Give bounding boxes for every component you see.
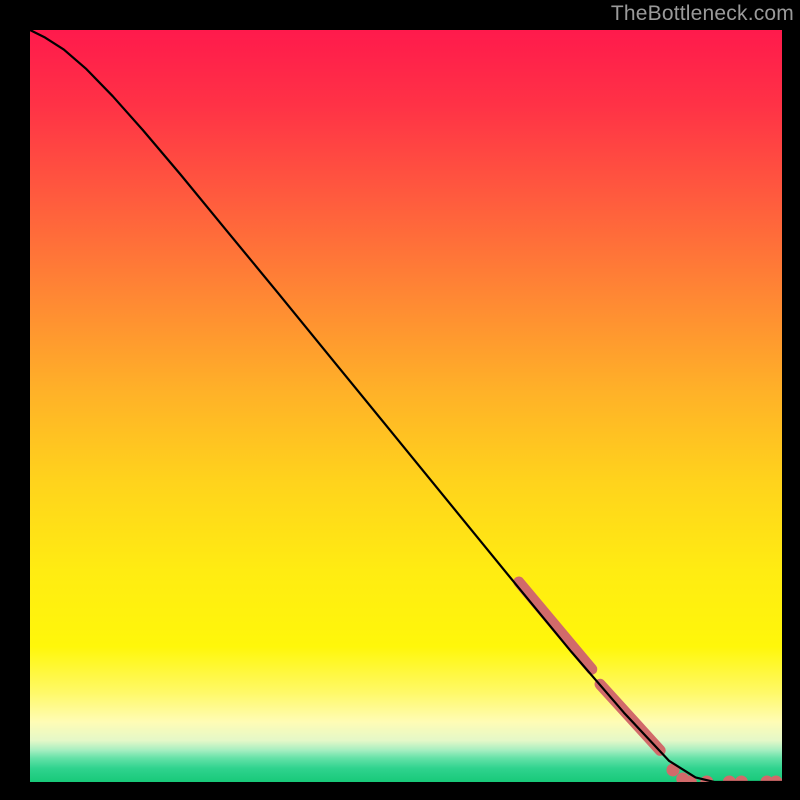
marker-segment: [519, 582, 592, 669]
chart-overlay: [30, 30, 782, 782]
watermark-text: TheBottleneck.com: [611, 2, 794, 26]
chart-frame: TheBottleneck.com: [0, 0, 800, 800]
marker-layer: [519, 582, 782, 782]
bottleneck-curve: [30, 30, 782, 782]
plot-area: [30, 30, 782, 782]
